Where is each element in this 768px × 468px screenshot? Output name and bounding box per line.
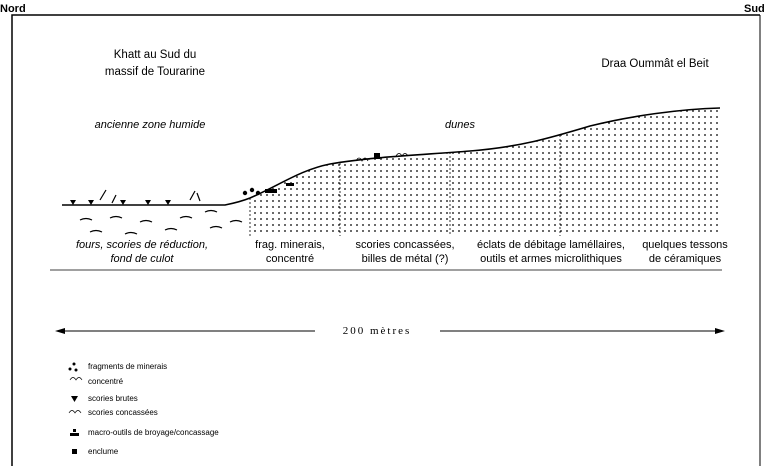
legend-label: scories concassées (88, 408, 158, 417)
slag-symbols (70, 153, 380, 205)
column-label: frag. minerais, (255, 239, 325, 251)
site-title: massif de Tourarine (105, 66, 205, 78)
column-label: éclats de débitage laméllaires, (477, 239, 625, 251)
legend-label: concentré (88, 377, 124, 386)
legend-label: macro-outils de broyage/concassage (88, 428, 219, 437)
legend-label: enclume (88, 447, 119, 456)
column-label: billes de métal (?) (362, 253, 449, 265)
column-label: fond de culot (111, 253, 175, 265)
legend-label: scories brutes (88, 394, 138, 403)
column-label: quelques tessons (642, 239, 728, 251)
frame (11, 14, 760, 466)
dune-fill (250, 108, 720, 236)
column-dividers (249, 135, 561, 236)
wet-zone-marks (79, 189, 243, 235)
column-label: concentré (266, 253, 314, 265)
crushed-slag (355, 153, 409, 162)
zone-label: dunes (445, 119, 475, 131)
south-label: Sud (744, 3, 765, 15)
scale-label: 200 mètres (343, 325, 412, 337)
site-title: Khatt au Sud du (114, 49, 196, 61)
legend-symbols (68, 362, 83, 454)
column-label: fours, scories de réduction, (76, 239, 208, 251)
column-label: outils et armes microlithiques (480, 253, 622, 265)
column-label: de céramiques (649, 253, 722, 265)
legend-label: fragments de minerais (88, 362, 167, 371)
site-title: Draa Oummât el Beit (601, 58, 709, 70)
north-label: Nord (0, 3, 26, 15)
column-label: scories concassées, (355, 239, 454, 251)
zone-label: ancienne zone humide (95, 119, 206, 131)
